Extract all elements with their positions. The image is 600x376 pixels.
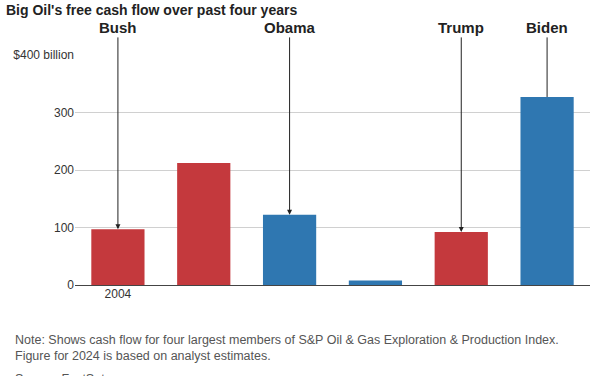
svg-text:300: 300 [54,106,74,120]
svg-text:Trump: Trump [438,19,484,36]
svg-text:Big Oil's free cash flow over: Big Oil's free cash flow over past four … [6,2,297,18]
svg-text:100: 100 [54,221,74,235]
svg-text:200: 200 [54,163,74,177]
svg-text:Obama: Obama [264,19,316,36]
svg-text:Biden: Biden [526,19,568,36]
svg-text:Note: Shows cash flow for four: Note: Shows cash flow for four largest m… [15,333,559,363]
svg-text:0: 0 [67,278,74,292]
svg-text:2004: 2004 [105,287,132,301]
svg-text:$400 billion: $400 billion [13,48,74,62]
svg-text:Source: FactSet: Source: FactSet [15,372,105,376]
svg-text:Bush: Bush [99,19,137,36]
